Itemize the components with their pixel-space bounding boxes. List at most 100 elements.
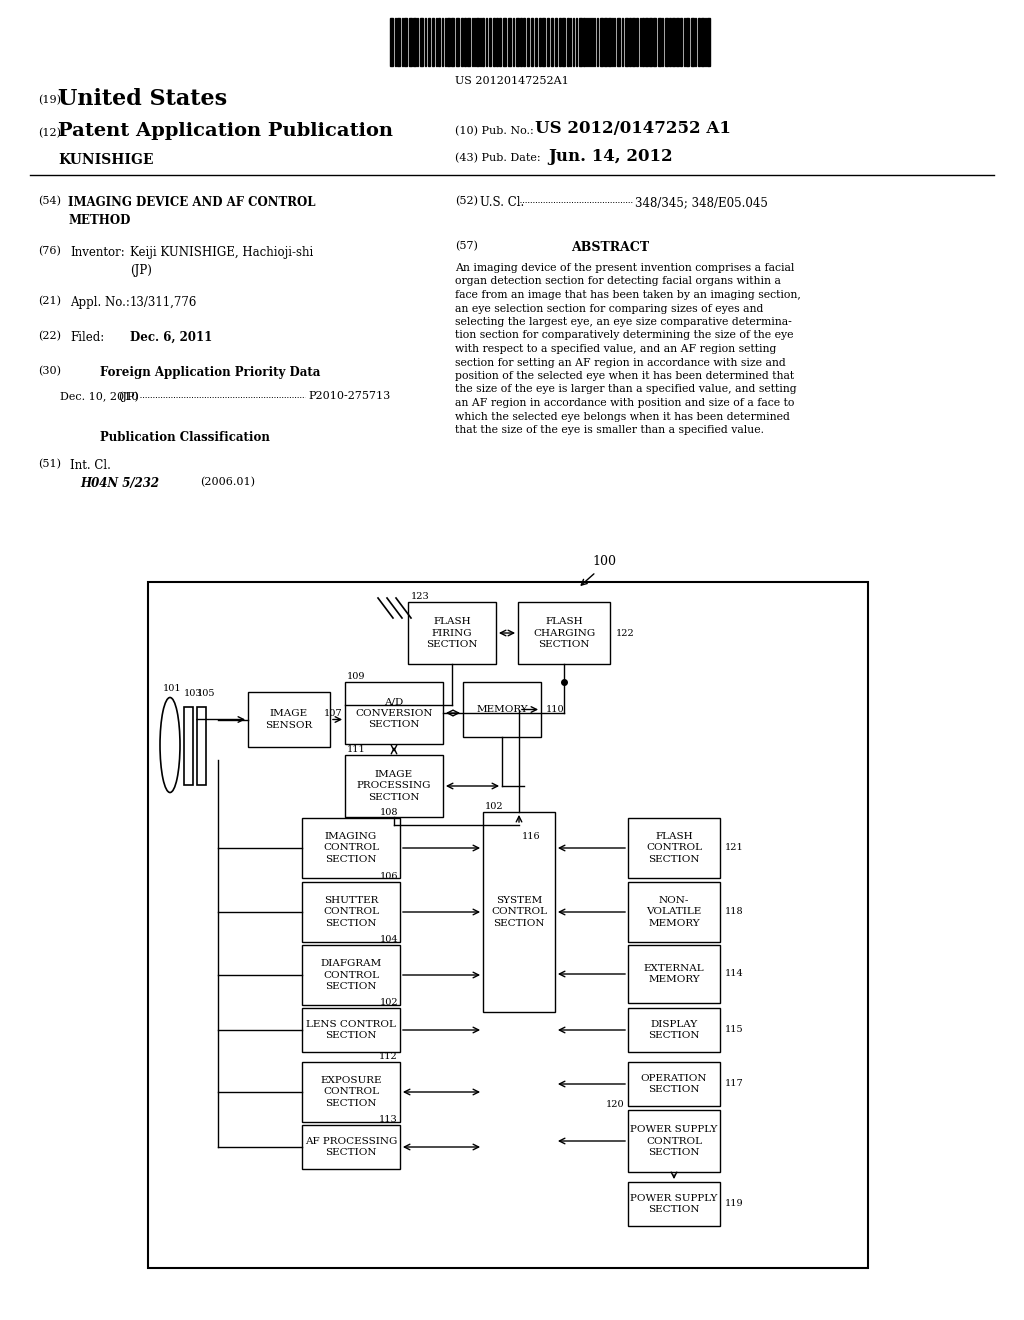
Text: (43) Pub. Date:: (43) Pub. Date: [455, 153, 541, 164]
Text: 110: 110 [546, 705, 564, 714]
Text: 120: 120 [605, 1100, 624, 1109]
Text: (JP): (JP) [118, 391, 139, 401]
Bar [562, 18, 565, 66]
Text: 102: 102 [379, 998, 398, 1007]
Text: an eye selection section for comparing sizes of eyes and: an eye selection section for comparing s… [455, 304, 763, 314]
Text: 348/345; 348/E05.045: 348/345; 348/E05.045 [635, 195, 768, 209]
Bar [686, 18, 689, 66]
Bar [579, 18, 582, 66]
Bar [531, 18, 534, 66]
Bar [476, 18, 479, 66]
Bar [508, 18, 511, 66]
Bar [551, 18, 553, 66]
Bar [653, 18, 656, 66]
Bar [447, 18, 450, 66]
Bar [628, 818, 720, 878]
Bar [600, 18, 603, 66]
Text: (52): (52) [455, 195, 478, 206]
Bar [516, 18, 519, 66]
Text: IMAGE
PROCESSING
SECTION: IMAGE PROCESSING SECTION [356, 771, 431, 801]
Bar [390, 18, 393, 66]
Bar [499, 18, 501, 66]
Text: Filed:: Filed: [70, 331, 104, 345]
Bar [520, 18, 522, 66]
Text: 123: 123 [411, 591, 430, 601]
Text: 103: 103 [184, 689, 203, 698]
Bar [707, 18, 710, 66]
Text: DISPLAY
SECTION: DISPLAY SECTION [648, 1020, 699, 1040]
Text: Appl. No.:: Appl. No.: [70, 296, 130, 309]
Bar [467, 18, 470, 66]
Bar [302, 1125, 400, 1170]
Bar [451, 18, 454, 66]
Text: (22): (22) [38, 331, 61, 342]
Text: POWER SUPPLY
SECTION: POWER SUPPLY SECTION [631, 1195, 718, 1214]
Bar [464, 18, 466, 66]
Text: 104: 104 [379, 935, 398, 944]
Bar [669, 18, 671, 66]
Text: Keiji KUNISHIGE, Hachioji-shi
(JP): Keiji KUNISHIGE, Hachioji-shi (JP) [130, 246, 313, 277]
Text: 121: 121 [725, 843, 743, 853]
Text: KUNISHIGE: KUNISHIGE [58, 153, 154, 168]
Text: DIAFGRAM
CONTROL
SECTION: DIAFGRAM CONTROL SECTION [321, 960, 382, 990]
Text: SHUTTER
CONTROL
SECTION: SHUTTER CONTROL SECTION [323, 896, 379, 928]
Text: Dec. 6, 2011: Dec. 6, 2011 [130, 331, 212, 345]
Text: LENS CONTROL
SECTION: LENS CONTROL SECTION [306, 1020, 396, 1040]
Bar [583, 18, 585, 66]
Text: (10) Pub. No.:: (10) Pub. No.: [455, 125, 534, 136]
Text: An imaging device of the present invention comprises a facial: An imaging device of the present inventi… [455, 263, 795, 273]
Text: 114: 114 [725, 969, 743, 978]
Text: tion section for comparatively determining the size of the eye: tion section for comparatively determini… [455, 330, 794, 341]
Text: FLASH
FIRING
SECTION: FLASH FIRING SECTION [426, 618, 478, 648]
Text: (12): (12) [38, 128, 61, 139]
Bar [518, 602, 610, 664]
Text: with respect to a specified value, and an AF region setting: with respect to a specified value, and a… [455, 345, 776, 354]
Bar [420, 18, 423, 66]
Bar [345, 755, 443, 817]
Text: 106: 106 [380, 873, 398, 880]
Text: (2006.01): (2006.01) [200, 477, 255, 487]
Text: 115: 115 [725, 1026, 743, 1035]
Bar [408, 602, 496, 664]
Text: (19): (19) [38, 95, 61, 106]
Bar [461, 18, 463, 66]
Text: (21): (21) [38, 296, 61, 306]
Text: US 2012/0147252 A1: US 2012/0147252 A1 [535, 120, 731, 137]
Bar [547, 18, 549, 66]
Bar [642, 18, 644, 66]
Text: organ detection section for detecting facial organs within a: organ detection section for detecting fa… [455, 276, 781, 286]
Bar [676, 18, 679, 66]
Text: IMAGE
SENSOR: IMAGE SENSOR [265, 709, 312, 730]
Text: 108: 108 [380, 808, 398, 817]
Bar [636, 18, 638, 66]
Bar [649, 18, 652, 66]
Bar [625, 18, 628, 66]
Bar [555, 18, 557, 66]
Bar [409, 18, 412, 66]
Text: which the selected eye belongs when it has been determined: which the selected eye belongs when it h… [455, 412, 790, 421]
Bar [559, 18, 561, 66]
Bar [645, 18, 648, 66]
Bar [148, 582, 868, 1269]
Text: NON-
VOLATILE
MEMORY: NON- VOLATILE MEMORY [646, 896, 701, 928]
Text: 119: 119 [725, 1200, 743, 1209]
Bar [302, 1063, 400, 1122]
Text: EXPOSURE
CONTROL
SECTION: EXPOSURE CONTROL SECTION [321, 1076, 382, 1107]
Text: 112: 112 [379, 1052, 398, 1061]
Bar [413, 18, 416, 66]
Text: SYSTEM
CONTROL
SECTION: SYSTEM CONTROL SECTION [490, 896, 547, 928]
Bar [397, 18, 400, 66]
Bar [628, 945, 720, 1003]
Bar [691, 18, 694, 66]
Bar [658, 18, 662, 66]
Bar [428, 18, 430, 66]
Bar [628, 1008, 720, 1052]
Text: United States: United States [58, 88, 227, 110]
Text: section for setting an AF region in accordance with size and: section for setting an AF region in acco… [455, 358, 785, 367]
Bar [604, 18, 607, 66]
Bar [489, 18, 490, 66]
Text: 109: 109 [347, 672, 366, 681]
Text: 116: 116 [522, 832, 541, 841]
Bar [482, 18, 484, 66]
Text: Foreign Application Priority Data: Foreign Application Priority Data [100, 366, 321, 379]
